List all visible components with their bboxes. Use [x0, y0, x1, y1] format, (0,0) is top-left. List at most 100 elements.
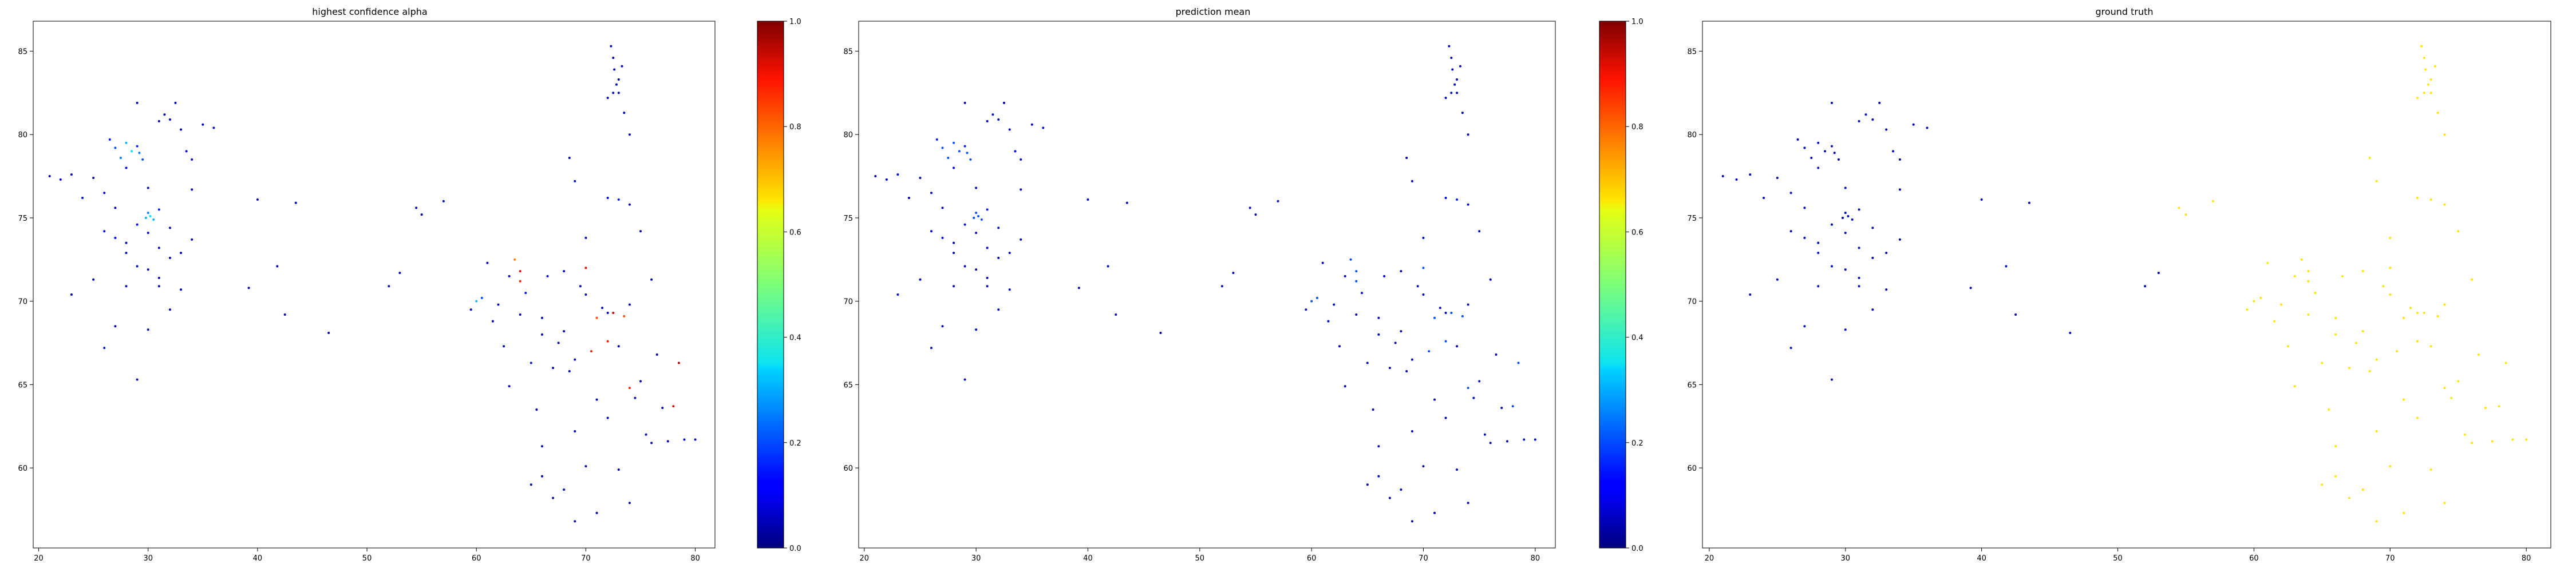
y-tick-label: 65: [843, 381, 853, 390]
data-point: [1830, 145, 1833, 148]
data-point: [114, 325, 117, 328]
data-point: [125, 166, 128, 169]
data-point: [2429, 198, 2432, 201]
data-point: [136, 101, 139, 104]
x-tick-label: 50: [2113, 554, 2123, 563]
data-point: [1444, 196, 1447, 199]
data-point: [2307, 280, 2310, 283]
data-point: [563, 488, 566, 491]
data-point: [639, 380, 642, 383]
data-point: [1422, 293, 1425, 296]
y-axis: 60 65 70 75 80 85: [843, 47, 859, 473]
data-point: [2443, 203, 2446, 206]
data-point: [1776, 176, 1779, 179]
data-point: [1400, 488, 1402, 491]
data-point: [2361, 488, 2364, 491]
data-point: [930, 347, 933, 349]
data-point: [1495, 353, 1498, 356]
data-point: [1789, 192, 1792, 194]
data-point: [2389, 465, 2392, 468]
data-point: [1926, 126, 1929, 129]
x-tick-label: 40: [1977, 554, 1986, 563]
data-point: [617, 345, 620, 348]
y-tick-label: 75: [1687, 214, 1697, 223]
data-point: [1500, 407, 1503, 410]
data-point: [2321, 362, 2324, 364]
data-point: [136, 223, 139, 226]
data-point: [919, 176, 922, 179]
data-point: [540, 333, 543, 336]
data-point: [125, 141, 128, 144]
data-point: [1749, 293, 1752, 296]
data-point: [1885, 288, 1888, 291]
x-axis: 20 30 40 50 60 70 80: [1705, 548, 2531, 563]
data-point: [1749, 173, 1752, 176]
data-point: [2375, 358, 2378, 361]
data-point: [1366, 483, 1369, 486]
data-point: [953, 141, 955, 144]
data-point: [986, 120, 989, 122]
data-point: [1844, 212, 1847, 214]
data-point: [606, 340, 609, 343]
data-point: [92, 176, 95, 179]
data-point: [1422, 267, 1425, 269]
data-point: [1383, 275, 1386, 277]
data-point: [1310, 300, 1313, 303]
x-tick-label: 80: [1531, 554, 1540, 563]
data-point: [247, 287, 250, 289]
data-point: [1411, 358, 1413, 361]
data-point: [2525, 438, 2528, 441]
data-point: [694, 438, 697, 441]
data-point: [1355, 270, 1358, 273]
colorbar-tick-label: 0.8: [789, 123, 801, 132]
data-point: [953, 285, 955, 288]
data-point: [941, 206, 944, 209]
data-point: [2368, 156, 2371, 159]
data-point: [480, 296, 483, 299]
data-point: [1789, 230, 1792, 233]
data-point: [1366, 362, 1369, 364]
data-point: [606, 196, 609, 199]
data-point: [2504, 362, 2507, 364]
data-point: [1878, 101, 1881, 104]
data-point: [2334, 316, 2337, 319]
data-point: [574, 180, 576, 182]
data-point: [574, 430, 576, 432]
data-point: [1450, 92, 1453, 94]
data-point: [2403, 316, 2405, 319]
data-point: [540, 316, 543, 319]
data-point: [2443, 303, 2446, 306]
data-point: [1456, 198, 1459, 201]
data-point: [1898, 188, 1901, 191]
data-point: [1422, 465, 1425, 468]
data-point: [941, 146, 944, 149]
data-point: [2361, 330, 2364, 333]
data-point: [138, 152, 141, 154]
data-point: [666, 440, 669, 443]
data-point: [1433, 316, 1436, 319]
data-point: [1338, 345, 1341, 348]
scatter-points: [48, 45, 697, 523]
data-point: [2348, 367, 2350, 370]
chart-title: prediction mean: [1176, 6, 1251, 17]
data-point: [1459, 65, 1461, 67]
data-point: [1511, 405, 1514, 408]
data-point: [1817, 285, 1820, 288]
data-point: [1355, 280, 1358, 283]
data-point: [1467, 387, 1469, 390]
data-point: [1344, 275, 1346, 277]
data-point: [2511, 438, 2514, 441]
data-point: [1837, 158, 1840, 161]
data-point: [623, 315, 626, 317]
data-point: [612, 92, 615, 94]
data-point: [2420, 45, 2423, 47]
data-point: [2429, 92, 2432, 94]
data-point: [874, 175, 877, 178]
colorbar-gradient: [757, 21, 784, 549]
data-point: [896, 293, 899, 296]
data-point: [606, 97, 609, 100]
y-axis: 60 65 70 75 80 85: [18, 47, 33, 473]
y-tick-label: 85: [18, 47, 27, 56]
data-point: [1467, 133, 1469, 136]
data-point: [568, 156, 571, 159]
